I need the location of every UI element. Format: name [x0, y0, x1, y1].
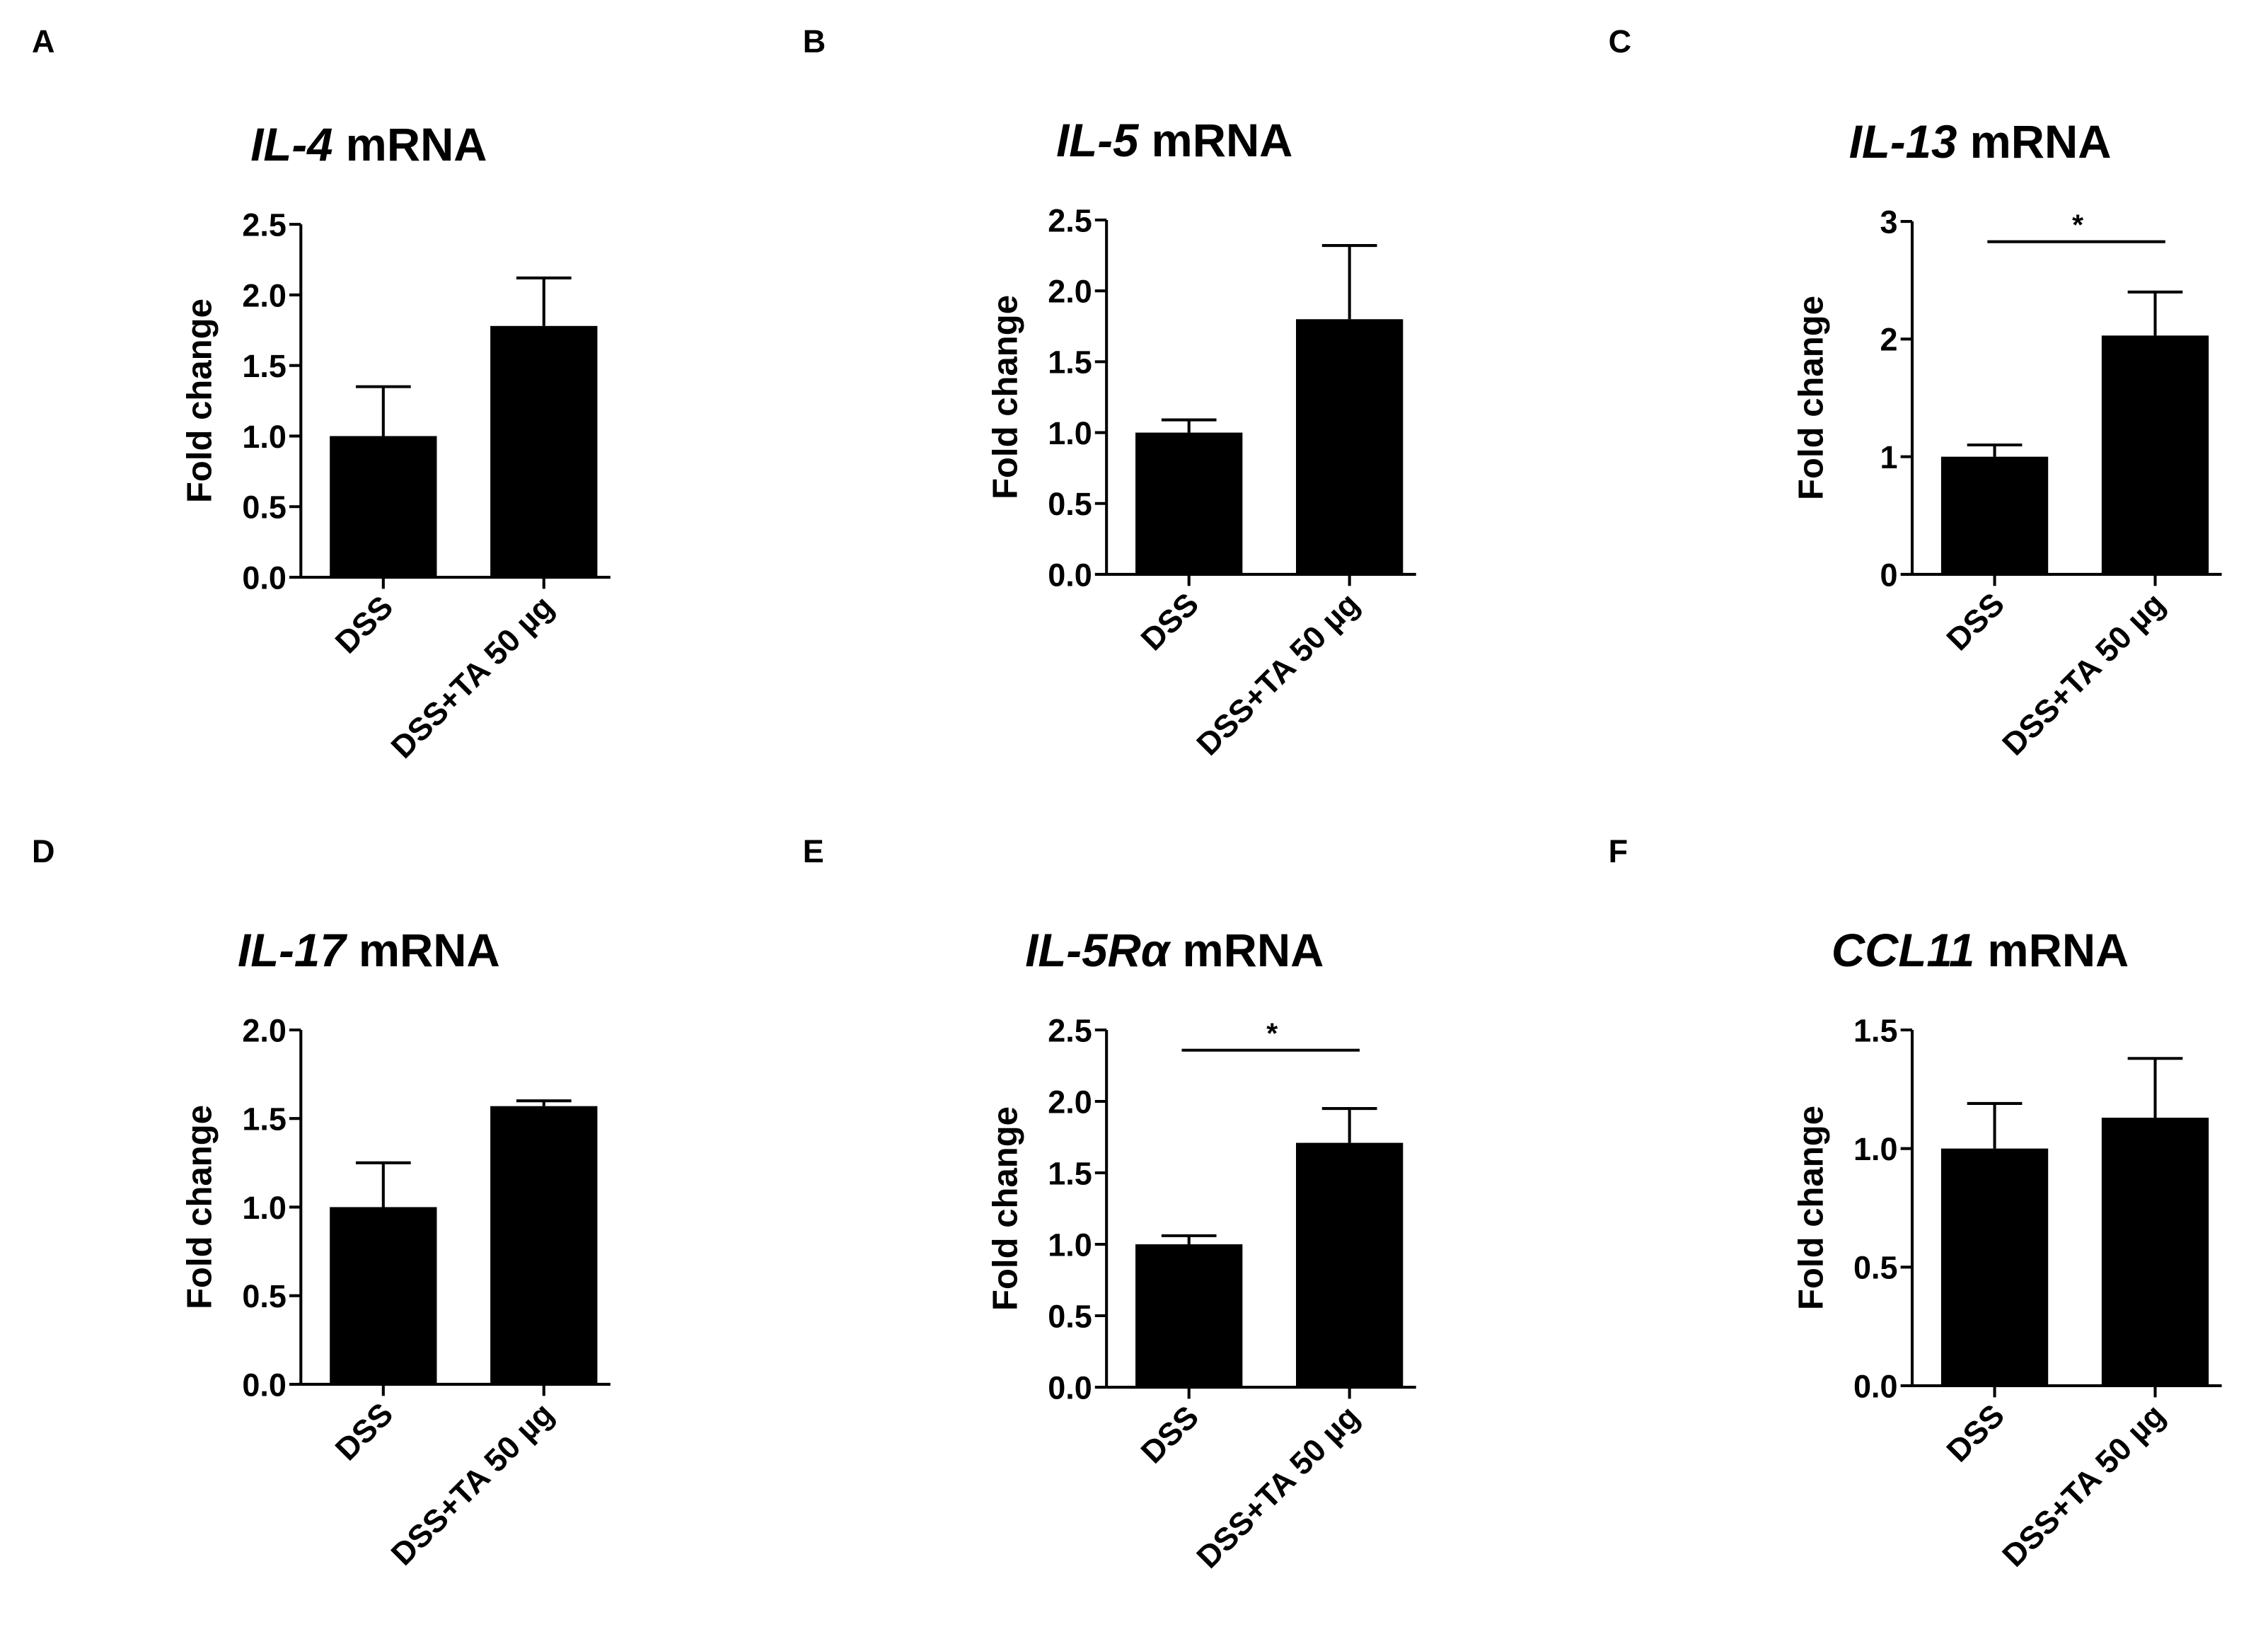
y-tick-label: 2.0 — [1048, 1084, 1092, 1120]
y-tick-label: 2.5 — [1048, 202, 1092, 238]
y-axis-label: Fold change — [181, 299, 219, 503]
y-tick-label: 1.0 — [242, 419, 287, 455]
y-tick-label: 0 — [1880, 557, 1898, 593]
y-axis-label: Fold change — [181, 1105, 219, 1309]
y-tick-label: 0.5 — [1048, 1298, 1092, 1334]
y-tick-label: 2.5 — [1048, 1012, 1092, 1048]
panel-label: B — [803, 23, 826, 59]
x-tick-label: DSS — [1940, 586, 2011, 657]
chart-title: IL-13 mRNA — [1849, 116, 2112, 168]
y-tick-label: 1.5 — [242, 348, 287, 384]
y-axis-label: Fold change — [986, 295, 1024, 499]
chart-title: IL-4 mRNA — [250, 119, 487, 170]
panel-label: A — [32, 23, 54, 59]
y-axis-label: Fold change — [986, 1106, 1024, 1311]
panel-label: D — [32, 833, 54, 869]
y-tick-label: 0.0 — [1048, 557, 1092, 593]
x-tick-label: DSS+TA 50 µg — [1995, 586, 2172, 763]
bar-dss — [330, 1207, 437, 1384]
x-tick-label: DSS+TA 50 µg — [1189, 1398, 1366, 1575]
panel-label: C — [1609, 23, 1631, 59]
title-gene: IL-13 — [1849, 116, 1957, 168]
y-tick-label: 0.5 — [242, 1278, 287, 1314]
y-tick-label: 2.0 — [242, 277, 287, 313]
panel-label: E — [803, 833, 824, 869]
panel-label: F — [1609, 833, 1628, 869]
title-gene: IL-17 — [238, 925, 347, 976]
bar-dss-ta — [2101, 1118, 2209, 1386]
bar-dss — [1940, 456, 2049, 574]
chart-panel-E: E IL-5Rα mRNA Fold change 0.0 0.5 1.0 1.5 2.0 2.… — [803, 833, 1416, 1575]
y-tick-label: 1.0 — [242, 1190, 287, 1226]
chart-title: IL-5Rα mRNA — [1025, 925, 1324, 976]
y-tick-label: 0.5 — [1048, 486, 1092, 522]
y-tick-label: 1.0 — [1048, 415, 1092, 451]
bar-dss — [1135, 432, 1243, 574]
significance-marker: * — [2072, 208, 2083, 241]
y-tick-label: 1.5 — [1048, 1155, 1092, 1191]
y-tick-label: 0.5 — [242, 490, 287, 526]
y-tick-label: 2.0 — [242, 1012, 287, 1048]
title-gene: CCL11 — [1832, 925, 1974, 976]
bar-dss-ta — [490, 1106, 598, 1384]
y-tick-label: 0.0 — [242, 1367, 287, 1403]
bar-dss-ta — [1296, 319, 1404, 574]
y-tick-label: 1.5 — [242, 1101, 287, 1137]
y-tick-label: 0.5 — [1853, 1250, 1898, 1286]
title-suffix: mRNA — [1169, 925, 1324, 976]
chart-panel-A: A IL-4 mRNA Fold change 0.0 0.5 1.0 1.5 2.0 2.5 D… — [32, 23, 611, 765]
y-tick-label: 0.0 — [1853, 1368, 1898, 1404]
y-tick-label: 3 — [1880, 204, 1898, 240]
y-tick-label: 2.0 — [1048, 274, 1092, 310]
bar-dss-ta — [490, 325, 598, 578]
y-tick-label: 1.5 — [1048, 344, 1092, 381]
y-axis-label: Fold change — [1792, 1106, 1830, 1310]
title-suffix: mRNA — [1957, 116, 2111, 168]
title-gene: IL-4 — [250, 119, 332, 170]
y-tick-label: 1.0 — [1853, 1131, 1898, 1167]
chart-title: IL-5 mRNA — [1056, 115, 1292, 166]
y-tick-label: 0.0 — [1048, 1369, 1092, 1406]
chart-panel-F: F CCL11 mRNA Fold change 0.0 0.5 1.0 1.5 DSSDSS… — [1609, 833, 2222, 1574]
y-tick-label: 1 — [1880, 439, 1898, 475]
y-tick-label: 0.0 — [242, 560, 287, 596]
x-tick-label: DSS — [1134, 1398, 1205, 1470]
title-suffix: mRNA — [1138, 115, 1292, 166]
title-suffix: mRNA — [1974, 925, 2129, 976]
y-tick-label: 1.5 — [1853, 1012, 1898, 1048]
significance-marker: * — [1266, 1017, 1278, 1049]
chart-title: IL-17 mRNA — [238, 925, 500, 976]
title-suffix: mRNA — [346, 925, 500, 976]
bar-dss — [330, 436, 437, 578]
chart-panel-B: B IL-5 mRNA Fold change 0.0 0.5 1.0 1.5 2.0 2.5 D… — [803, 23, 1416, 763]
x-tick-label: DSS — [328, 589, 400, 660]
x-tick-label: DSS+TA 50 µg — [384, 589, 561, 765]
bar-dss-ta — [2101, 335, 2209, 574]
bar-dss — [1940, 1148, 2049, 1386]
x-tick-label: DSS — [328, 1396, 400, 1467]
title-suffix: mRNA — [333, 119, 487, 170]
bar-dss — [1135, 1244, 1243, 1388]
title-gene: IL-5Rα — [1025, 925, 1171, 976]
y-tick-label: 2.5 — [242, 207, 287, 243]
x-tick-label: DSS+TA 50 µg — [384, 1396, 561, 1573]
x-tick-label: DSS+TA 50 µg — [1995, 1397, 2172, 1574]
x-tick-label: DSS — [1134, 586, 1205, 657]
chart-panel-D: D IL-17 mRNA Fold change 0.0 0.5 1.0 1.5 2.0 DSS… — [32, 833, 611, 1573]
title-gene: IL-5 — [1056, 115, 1140, 166]
y-axis-label: Fold change — [1792, 296, 1830, 500]
y-tick-label: 1.0 — [1048, 1227, 1092, 1263]
chart-title: CCL11 mRNA — [1832, 925, 2129, 976]
bar-dss-ta — [1296, 1142, 1404, 1388]
x-tick-label: DSS+TA 50 µg — [1189, 586, 1366, 763]
y-tick-label: 2 — [1880, 322, 1898, 358]
x-tick-label: DSS — [1940, 1397, 2011, 1469]
